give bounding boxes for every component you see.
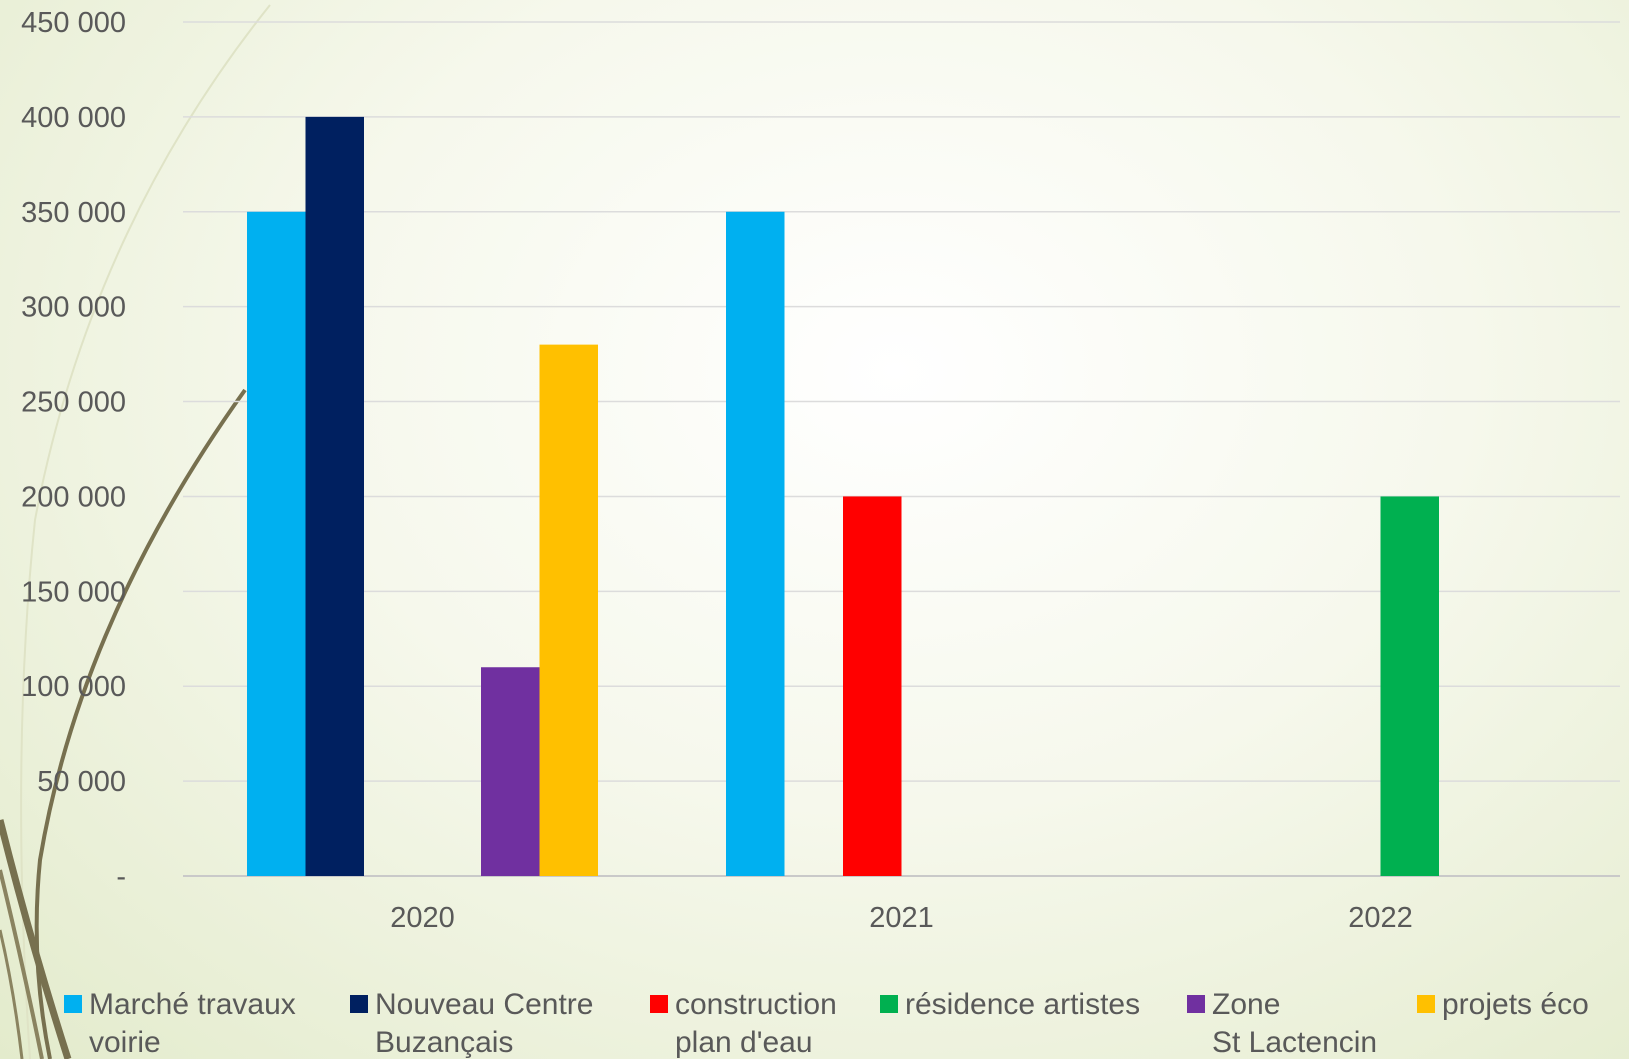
legend-label: construction bbox=[675, 988, 837, 1021]
legend-swatch bbox=[1417, 995, 1435, 1013]
legend-label: Marché travaux bbox=[89, 988, 296, 1021]
legend-swatch bbox=[64, 995, 82, 1013]
bar bbox=[481, 667, 540, 876]
bar bbox=[305, 116, 364, 876]
x-axis: 2020 2021 2022 bbox=[390, 902, 1413, 934]
legend-swatch bbox=[650, 995, 668, 1013]
legend-label: résidence artistes bbox=[905, 988, 1140, 1021]
legend-label: St Lactencin bbox=[1212, 1026, 1377, 1059]
legend-label: voirie bbox=[89, 1026, 161, 1059]
y-axis: - 50 000 100 000 150 000 200 000 250 000 300 0… bbox=[21, 7, 126, 893]
legend-swatch bbox=[1187, 995, 1205, 1013]
legend-label: projets éco bbox=[1442, 988, 1589, 1021]
legend: Marché travaux voirie Nouveau Centre Buzanç… bbox=[64, 988, 1589, 1059]
bar bbox=[843, 496, 902, 876]
y-tick-label: 250 000 bbox=[21, 387, 126, 419]
background-decoration bbox=[0, 4, 271, 1059]
legend-label: plan d'eau bbox=[675, 1026, 813, 1059]
y-tick-label: 400 000 bbox=[21, 102, 126, 134]
x-tick-label: 2020 bbox=[390, 902, 455, 934]
y-tick-label: 300 000 bbox=[21, 292, 126, 324]
bar bbox=[726, 211, 785, 876]
y-tick-label: 450 000 bbox=[21, 7, 126, 39]
legend-swatch bbox=[350, 995, 368, 1013]
legend-swatch bbox=[880, 995, 898, 1013]
bar bbox=[539, 344, 598, 877]
bars bbox=[247, 116, 1439, 877]
y-tick-label: 200 000 bbox=[21, 481, 126, 513]
legend-label: Buzançais bbox=[375, 1026, 513, 1059]
bar bbox=[247, 211, 306, 876]
y-tick-label: 150 000 bbox=[21, 576, 126, 608]
x-tick-label: 2021 bbox=[869, 902, 934, 934]
legend-label: Zone bbox=[1212, 988, 1280, 1021]
x-tick-label: 2022 bbox=[1348, 902, 1413, 934]
y-tick-label: 350 000 bbox=[21, 197, 126, 229]
y-tick-label: 100 000 bbox=[21, 671, 126, 703]
bar bbox=[1380, 496, 1439, 876]
y-tick-label: - bbox=[116, 861, 126, 893]
legend-label: Nouveau Centre bbox=[375, 988, 593, 1021]
y-tick-label: 50 000 bbox=[37, 766, 126, 798]
